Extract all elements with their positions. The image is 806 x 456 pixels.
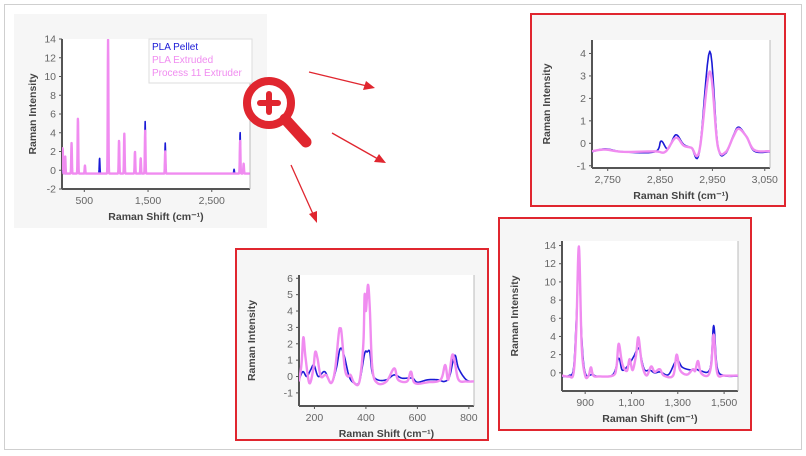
y-tick-label: 5: [287, 289, 293, 301]
x-tick-label: 3,050: [752, 174, 778, 186]
y-tick-label: 8: [550, 295, 556, 307]
series-line: [62, 39, 250, 175]
fingerprint-chart: 0 2 4 6 8 10 12 14 900 1,100 1,300 1,500 Raman Shift…: [509, 240, 739, 425]
y-tick-label: 0: [50, 165, 56, 177]
zoom-panel-low-wavenumber: -1 0 1 2 3 4 5 6 200 400 600 800 Raman Shift (cm⁻¹) R…: [235, 248, 489, 441]
y-tick-label: -1: [284, 387, 293, 399]
y-tick-label: 6: [550, 313, 556, 325]
y-axis-label: Raman Intensity: [246, 300, 258, 381]
x-tick-label: 600: [409, 412, 427, 424]
series-line: [299, 347, 474, 386]
x-tick-label: 1,100: [618, 397, 644, 409]
y-tick-label: 2: [550, 349, 556, 361]
y-tick-label: 4: [550, 331, 556, 343]
y-tick-label: 4: [287, 306, 293, 318]
x-tick-label: 1,300: [665, 397, 691, 409]
zoom-panel-fingerprint: 0 2 4 6 8 10 12 14 900 1,100 1,300 1,500 Raman Shift…: [498, 217, 752, 431]
arrow-down-right-icon: [331, 132, 386, 163]
overview-chart-panel: -2 0 2 4 6 8 10 12 14 500 1,500 2,500 Raman Shift (c…: [14, 14, 267, 228]
x-axis-label: Raman Shift (cm⁻¹): [339, 428, 434, 439]
y-tick-label: 12: [544, 258, 556, 270]
y-tick-label: 6: [287, 273, 293, 285]
y-tick-label: 0: [287, 371, 293, 383]
x-tick-label: 800: [460, 412, 478, 424]
y-tick-label: 12: [44, 52, 56, 64]
y-tick-label: 10: [544, 276, 556, 288]
y-tick-label: 0: [580, 138, 586, 150]
x-axis-label: Raman Shift (cm⁻¹): [633, 190, 728, 202]
x-tick-label: 2,950: [699, 174, 725, 186]
y-tick-label: 2: [580, 93, 586, 105]
x-axis-label: Raman Shift (cm⁻¹): [108, 211, 203, 223]
y-tick-label: 8: [50, 90, 56, 102]
x-tick-label: 1,500: [711, 397, 737, 409]
x-axis-label: Raman Shift (cm⁻¹): [602, 413, 697, 425]
y-tick-label: 1: [287, 355, 293, 367]
y-axis-label: Raman Intensity: [509, 275, 521, 356]
series-line: [592, 70, 770, 158]
x-tick-label: 200: [306, 412, 324, 424]
y-tick-label: 1: [580, 115, 586, 127]
series-line: [299, 283, 474, 387]
x-tick-label: 500: [76, 195, 94, 207]
y-tick-label: 0: [550, 367, 556, 379]
legend-entry: Process 11 Extruder: [152, 68, 243, 79]
x-tick-label: 900: [576, 397, 594, 409]
overview-chart: -2 0 2 4 6 8 10 12 14 500 1,500 2,500 Raman Shift (c…: [27, 34, 253, 223]
series-line: [562, 245, 738, 380]
y-tick-label: 10: [44, 71, 56, 83]
x-tick-label: 2,750: [595, 174, 621, 186]
x-tick-label: 400: [357, 412, 375, 424]
legend: PLA Pellet PLA Extruded Process 11 Extrude…: [148, 38, 253, 84]
arrow-down-icon: [290, 164, 317, 223]
y-tick-label: 6: [50, 109, 56, 121]
x-tick-label: 2,500: [199, 195, 225, 207]
x-tick-label: 2,850: [647, 174, 673, 186]
y-tick-label: 14: [544, 240, 556, 252]
y-tick-label: 3: [287, 322, 293, 334]
y-tick-label: 4: [580, 48, 586, 60]
y-axis-label: Raman Intensity: [541, 63, 553, 144]
x-tick-label: 1,500: [135, 195, 161, 207]
arrow-right-icon: [308, 71, 375, 90]
y-tick-label: 14: [44, 34, 56, 46]
y-tick-label: 2: [50, 146, 56, 158]
y-axis-label: Raman Intensity: [27, 73, 39, 154]
zoom-panel-ch-stretch: -1 0 1 2 3 4 2,750 2,850 2,950 3,050 Raman Shift (…: [530, 13, 786, 207]
y-tick-label: 4: [50, 127, 56, 139]
y-tick-label: 3: [580, 70, 586, 82]
ch-stretch-chart: -1 0 1 2 3 4 2,750 2,850 2,950 3,050 Raman Shift (…: [541, 40, 778, 202]
y-tick-label: -1: [577, 160, 586, 172]
low-wavenumber-chart: -1 0 1 2 3 4 5 6 200 400 600 800 Raman Shift (cm⁻¹) R…: [246, 273, 478, 440]
legend-entry: PLA Extruded: [152, 55, 213, 66]
legend-entry: PLA Pellet: [152, 42, 198, 53]
y-tick-label: -2: [47, 184, 56, 196]
zoom-in-icon: [243, 77, 312, 148]
y-tick-label: 2: [287, 338, 293, 350]
